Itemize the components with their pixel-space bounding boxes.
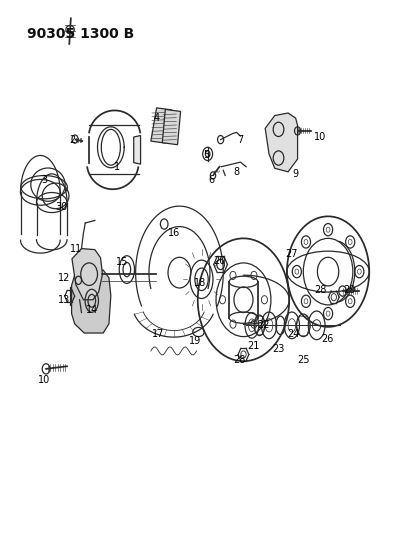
Text: 13: 13 [58, 295, 71, 305]
Text: 30: 30 [55, 201, 67, 212]
Text: 19: 19 [189, 336, 201, 346]
Text: 15: 15 [116, 257, 129, 268]
Text: 7: 7 [237, 135, 243, 144]
Text: 8: 8 [233, 167, 240, 177]
Text: 2: 2 [69, 135, 76, 144]
Polygon shape [71, 270, 111, 333]
Text: 29: 29 [343, 285, 355, 295]
Text: 90305 1300 B: 90305 1300 B [27, 27, 134, 41]
Text: 10: 10 [38, 375, 50, 385]
Text: 18: 18 [194, 278, 206, 288]
Text: 14: 14 [86, 305, 98, 315]
Text: 9: 9 [293, 169, 299, 180]
Text: 12: 12 [58, 273, 71, 283]
Text: 3: 3 [41, 174, 47, 184]
Text: 6: 6 [209, 174, 215, 184]
Text: 28: 28 [233, 354, 246, 365]
Text: 25: 25 [297, 354, 310, 365]
Text: 24: 24 [287, 329, 299, 339]
Text: 17: 17 [152, 329, 165, 339]
Text: 20: 20 [213, 256, 225, 266]
Text: 22: 22 [257, 320, 270, 330]
Polygon shape [265, 113, 298, 172]
Text: 1: 1 [114, 161, 119, 172]
Text: 5: 5 [203, 150, 209, 160]
Text: 10: 10 [314, 132, 327, 142]
Polygon shape [72, 248, 102, 300]
Polygon shape [134, 135, 141, 164]
Polygon shape [151, 108, 172, 143]
Text: 21: 21 [248, 341, 260, 351]
Text: 23: 23 [272, 344, 285, 354]
Text: 11: 11 [70, 244, 83, 254]
Polygon shape [162, 109, 181, 145]
Text: 27: 27 [285, 249, 298, 259]
Text: 16: 16 [168, 228, 180, 238]
Text: 4: 4 [154, 113, 160, 123]
Text: 26: 26 [321, 334, 333, 344]
Text: 28: 28 [314, 285, 327, 295]
